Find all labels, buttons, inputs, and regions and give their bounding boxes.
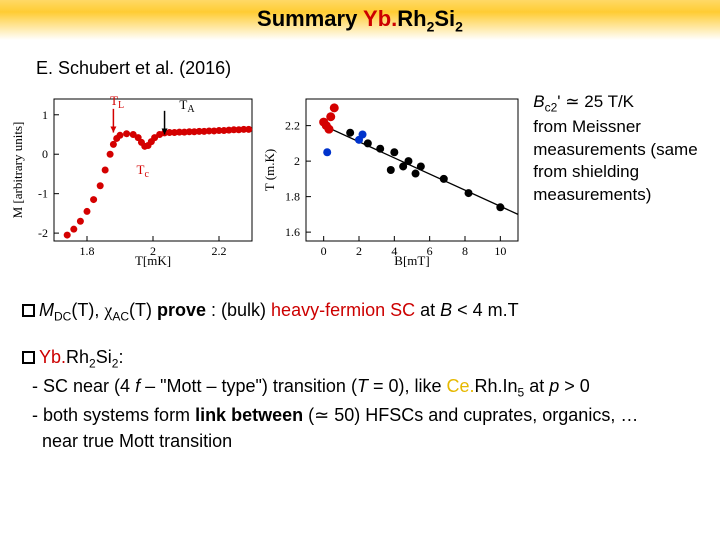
citation-text: E. Schubert et al. (2016): [36, 58, 720, 79]
b2-l1e: > 0: [559, 376, 590, 396]
b2-T: T: [357, 376, 368, 396]
b1-colon: : (bulk): [206, 300, 271, 320]
svg-text:2: 2: [294, 154, 300, 168]
svg-text:B[mT]: B[mT]: [394, 253, 429, 268]
bc2-sub: c2: [545, 100, 558, 114]
b2-ce: Ce.: [446, 376, 474, 396]
bc2-approx: ≃: [565, 92, 579, 111]
header-banner: Summary Yb.Rh2Si2: [0, 0, 720, 40]
plot-tc-vs-b: 02468101.61.822.2B[mT]T (m.K): [262, 91, 520, 269]
title-yb: Yb.: [363, 6, 397, 31]
svg-text:1.6: 1.6: [285, 225, 300, 239]
b1-B: B: [440, 300, 452, 320]
plots-row: 1.822.2-2-101TLTATcT[mK]M [arbitrary uni…: [10, 91, 720, 269]
b1-dc: DC: [54, 310, 71, 324]
svg-text:8: 8: [462, 244, 468, 258]
b2-rhin: Rh.In: [475, 376, 518, 396]
bc2-B: B: [533, 92, 544, 111]
svg-text:2: 2: [356, 244, 362, 258]
plot-magnetization: 1.822.2-2-101TLTATcT[mK]M [arbitrary uni…: [10, 91, 254, 269]
bullet-square-icon: [22, 304, 35, 317]
svg-text:2.2: 2.2: [212, 244, 227, 258]
svg-text:M [arbitrary units]: M [arbitrary units]: [10, 122, 25, 219]
svg-text:10: 10: [494, 244, 506, 258]
b1-t2: (T): [129, 300, 157, 320]
svg-text:0: 0: [320, 244, 326, 258]
svg-text:1.8: 1.8: [80, 244, 95, 258]
b2-l1a: - SC near (4: [32, 376, 135, 396]
b2-link: link between: [195, 405, 303, 425]
b1-end: < 4 m.T: [452, 300, 519, 320]
svg-text:1: 1: [42, 108, 48, 122]
svg-text:1.8: 1.8: [285, 190, 300, 204]
svg-text:0: 0: [42, 147, 48, 161]
b1-rest: at: [415, 300, 440, 320]
page-title: Summary Yb.Rh2Si2: [257, 6, 463, 34]
svg-text:-2: -2: [38, 226, 48, 240]
b1-M: M: [39, 300, 54, 320]
b1-prove: prove: [157, 300, 206, 320]
title-rh: Rh: [397, 6, 426, 31]
svg-text:2.2: 2.2: [285, 119, 300, 133]
b2-si: Si: [96, 347, 112, 367]
b2-yb: Yb.: [39, 347, 66, 367]
b1-ac: AC: [112, 310, 129, 324]
b2-l2c: 50) HFSCs and cuprates, organics, …: [329, 405, 638, 425]
b2-appr: ≃: [314, 405, 329, 425]
b2-l1d: at: [524, 376, 549, 396]
b2-l2a: - both systems form: [32, 405, 195, 425]
bullet-square-icon: [22, 351, 35, 364]
b2-s1: 2: [89, 357, 96, 371]
b2-p: p: [549, 376, 559, 396]
body-text: MDC(T), χAC(T) prove : (bulk) heavy-ferm…: [22, 297, 698, 454]
b1-hf: heavy-fermion SC: [271, 300, 415, 320]
b2-l1c: = 0), like: [368, 376, 447, 396]
right-text-block: Bc2' ≃ 25 T/K from Meissner measurements…: [533, 91, 720, 207]
title-prefix: Summary: [257, 6, 363, 31]
b2-l3: near true Mott transition: [42, 431, 232, 451]
b2-l1b: – "Mott – type") transition (: [140, 376, 357, 396]
svg-text:T (m.K): T (m.K): [262, 149, 277, 191]
b2-rh: Rh: [66, 347, 89, 367]
svg-text:-1: -1: [38, 187, 48, 201]
b2-l2b: (: [303, 405, 314, 425]
bc2-val: 25 T/K: [580, 92, 635, 111]
b2-colon: :: [118, 347, 123, 367]
title-si: Si: [434, 6, 455, 31]
bullet-1: MDC(T), χAC(T) prove : (bulk) heavy-ferm…: [22, 297, 698, 326]
bullet-2: Yb.Rh2Si2: - SC near (4 f – "Mott – type…: [22, 344, 698, 454]
svg-text:T[mK]: T[mK]: [135, 253, 171, 268]
right-text-rest: from Meissner measurements (same from sh…: [533, 117, 697, 205]
b1-t1: (T),: [71, 300, 104, 320]
title-sub2: 2: [455, 18, 463, 34]
